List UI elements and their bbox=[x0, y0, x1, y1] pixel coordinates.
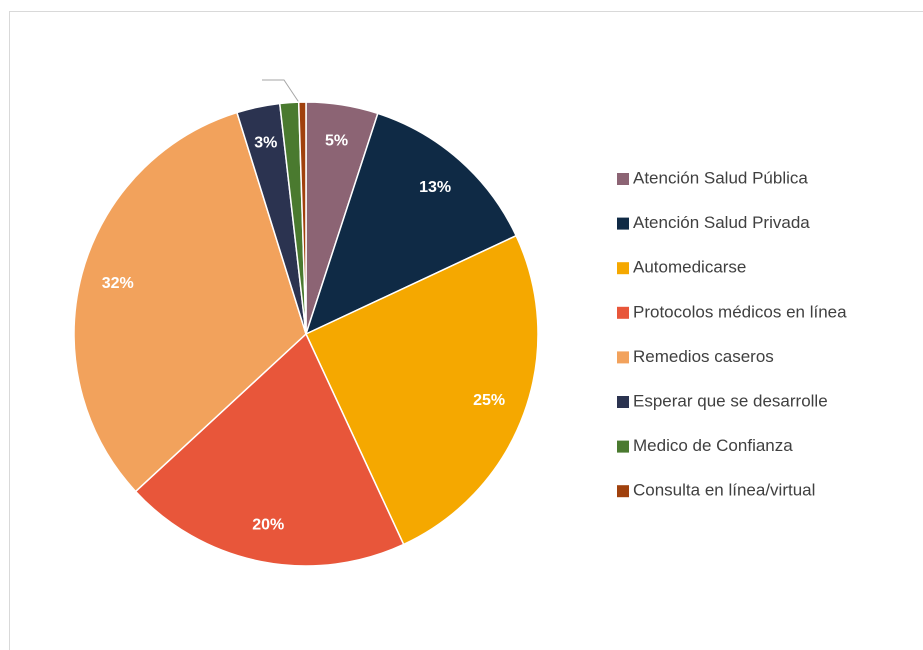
legend-label: Protocolos médicos en línea bbox=[633, 302, 847, 321]
value-label: 32% bbox=[102, 275, 134, 292]
pie-slice bbox=[73, 111, 307, 493]
value-label: 25% bbox=[473, 392, 505, 409]
value-label: 5% bbox=[325, 133, 348, 150]
leader-line bbox=[262, 79, 301, 105]
legend-swatch bbox=[617, 440, 629, 453]
legend-label: Remedios caseros bbox=[633, 347, 774, 366]
chart-frame bbox=[9, 11, 923, 650]
pie-slice bbox=[134, 332, 405, 567]
legend-swatch bbox=[617, 306, 629, 319]
value-label: 20% bbox=[252, 516, 284, 533]
legend-swatch bbox=[617, 396, 629, 408]
legend-label: Esperar que se desarrolle bbox=[633, 391, 828, 410]
legend-label: Medico de Confianza bbox=[633, 436, 793, 455]
legend-label: Automedicarse bbox=[633, 258, 746, 277]
pie-slice bbox=[304, 112, 518, 336]
legend-label: Atención Salud Pública bbox=[633, 168, 808, 187]
pie-slice bbox=[297, 101, 307, 335]
legend-swatch bbox=[617, 217, 629, 230]
legend-swatch bbox=[617, 173, 629, 185]
value-label: 13% bbox=[419, 179, 451, 196]
legend-swatch bbox=[617, 262, 629, 275]
legend-label: Consulta en línea/virtual bbox=[633, 481, 815, 500]
legend-swatch bbox=[617, 485, 629, 498]
legend-swatch bbox=[617, 351, 629, 364]
value-label: 3% bbox=[254, 135, 277, 152]
pie-slice bbox=[305, 234, 539, 546]
legend-label: Atención Salud Privada bbox=[633, 213, 810, 232]
